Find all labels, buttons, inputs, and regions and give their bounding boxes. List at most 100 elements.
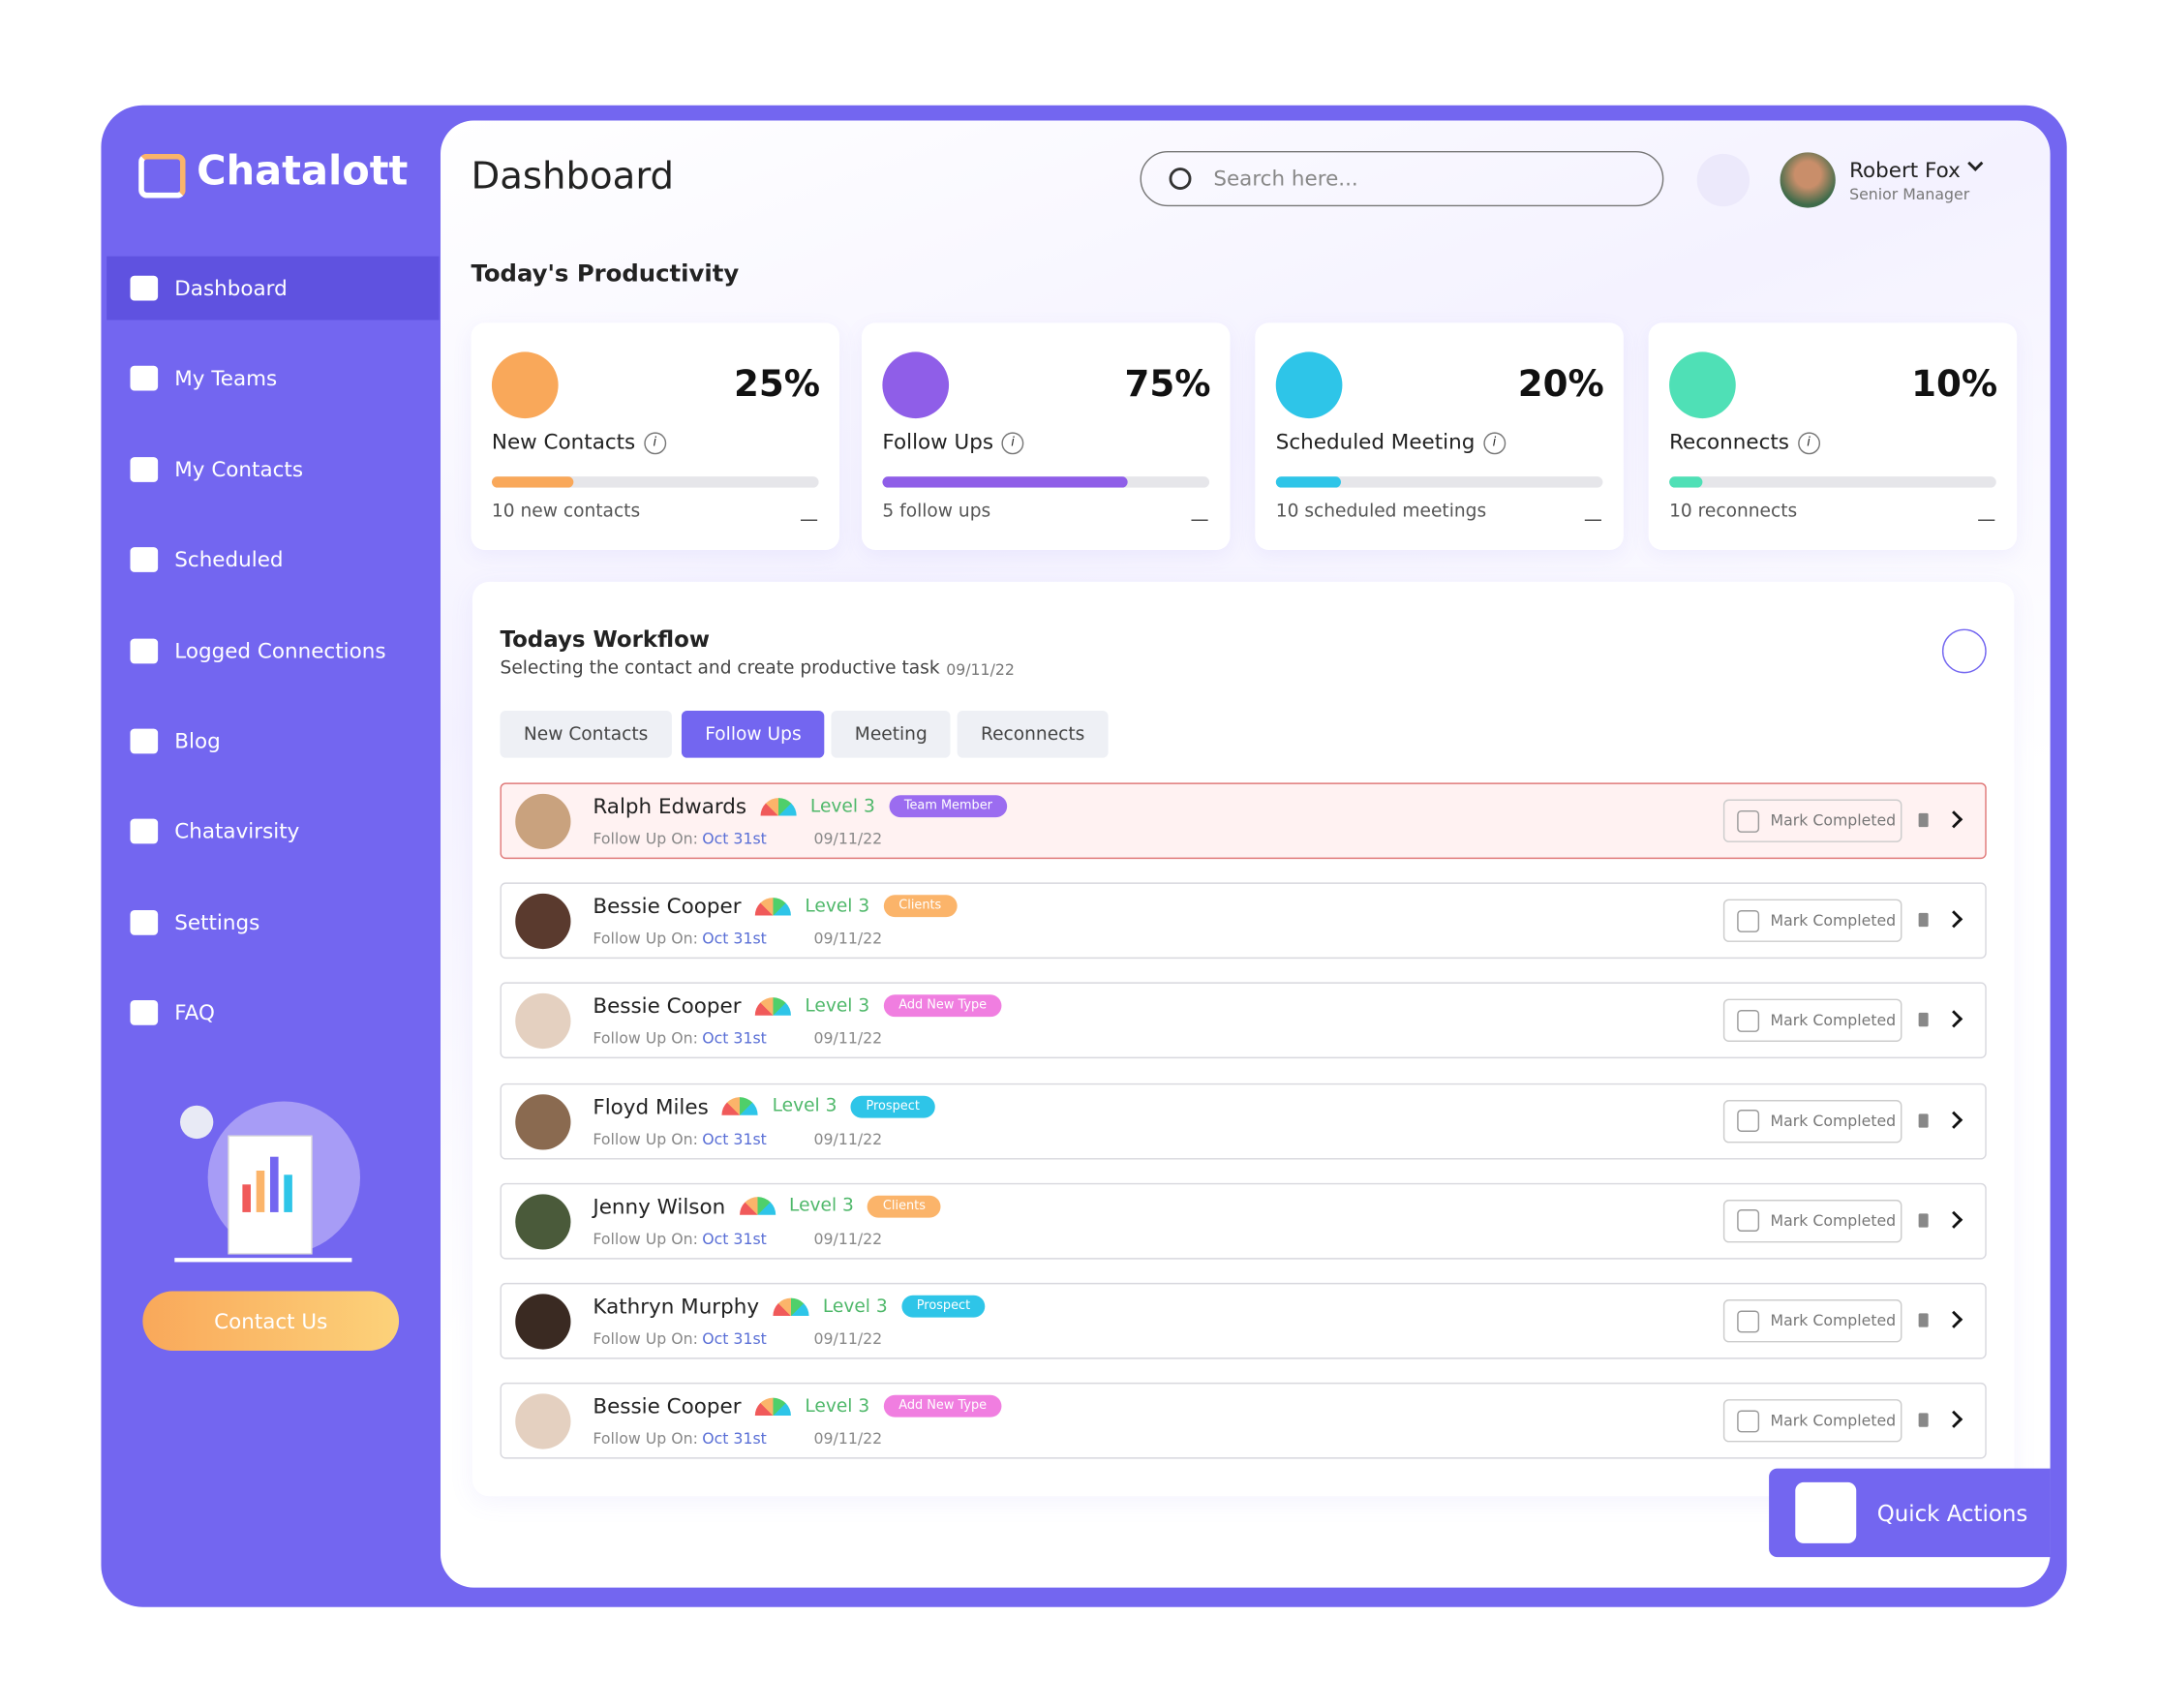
follow-date: Oct 31st (702, 1129, 767, 1148)
mark-completed[interactable]: Mark Completed (1722, 799, 1902, 842)
tab[interactable]: New Contacts (500, 710, 672, 758)
tag: Add New Type (883, 994, 1002, 1018)
row-bottom: Follow Up On: Oct 31st 09/11/22 (593, 1230, 882, 1248)
row-bottom: Follow Up On: Oct 31st 09/11/22 (593, 930, 882, 948)
row-date: 09/11/22 (813, 1029, 883, 1049)
filter-button[interactable] (1941, 628, 1987, 674)
nav-item[interactable]: FAQ (107, 981, 439, 1045)
workflow-title: Todays Workflow (500, 625, 710, 653)
delete-icon[interactable] (1918, 913, 1929, 928)
contact-button[interactable]: Contact Us (142, 1291, 400, 1352)
chevron[interactable] (1944, 910, 1963, 929)
info-icon[interactable]: i (1001, 432, 1024, 455)
workflow-row[interactable]: Kathryn Murphy Level 3 Prospect Follow Up O… (500, 1282, 1987, 1359)
chevron[interactable] (1944, 1010, 1963, 1028)
row-bottom: Follow Up On: Oct 31st 09/11/22 (593, 1130, 882, 1148)
follow-date: Oct 31st (702, 830, 767, 848)
workflow-row[interactable]: Ralph Edwards Level 3 Team Member Follow Up… (500, 782, 1987, 860)
nav-item[interactable]: My Contacts (107, 438, 439, 502)
tag: Team Member (889, 795, 1008, 818)
nav-item[interactable]: Blog (107, 710, 439, 774)
info-icon[interactable]: i (1482, 432, 1506, 455)
row-bottom: Follow Up On: Oct 31st 09/11/22 (593, 1430, 882, 1449)
contact-avatar (515, 894, 571, 950)
user-avatar[interactable] (1780, 152, 1836, 208)
mark-completed[interactable]: Mark Completed (1722, 1299, 1902, 1343)
chevron[interactable] (1944, 1210, 1963, 1229)
nav-label: Blog (174, 728, 221, 754)
contact-avatar (515, 1194, 571, 1250)
chevron[interactable] (1944, 1310, 1963, 1328)
contact-name: Jenny Wilson (593, 1194, 726, 1219)
workflow-row[interactable]: Bessie Cooper Level 3 Add New Type Follow U… (500, 982, 1987, 1059)
bar (256, 1171, 265, 1212)
progress-track (491, 476, 819, 488)
mark-completed[interactable]: Mark Completed (1722, 1199, 1902, 1243)
row-bottom: Follow Up On: Oct 31st 09/11/22 (593, 1030, 882, 1049)
nav-item[interactable]: Logged Connections (107, 619, 439, 683)
nav-item[interactable]: Chatavirsity (107, 800, 439, 864)
nav-item[interactable]: Dashboard (107, 256, 440, 320)
follow-label: Follow Up On: (593, 1429, 698, 1449)
row-date: 09/11/22 (813, 1129, 883, 1148)
row-date: 09/11/22 (813, 1329, 883, 1349)
follow-date: Oct 31st (702, 1329, 767, 1349)
edit-icon[interactable] (1978, 503, 1995, 521)
card-percent: 75% (1124, 364, 1211, 407)
mark-completed[interactable]: Mark Completed (1722, 899, 1902, 943)
nav-label: Scheduled (174, 547, 284, 573)
nav-item[interactable]: Settings (107, 891, 439, 955)
mark-completed[interactable]: Mark Completed (1722, 1099, 1902, 1143)
workflow-row[interactable]: Bessie Cooper Level 3 Clients Follow Up On:… (500, 882, 1987, 960)
quick-actions[interactable]: Quick Actions (1769, 1468, 2051, 1558)
edit-icon[interactable] (800, 503, 818, 521)
nav-icon (130, 366, 159, 392)
edit-icon[interactable] (1191, 503, 1208, 521)
level-gauge (773, 1296, 809, 1316)
level-gauge (739, 1197, 776, 1216)
search-box[interactable]: Search here... (1140, 150, 1664, 207)
workflow-panel: Todays Workflow Selecting the contact an… (472, 581, 2015, 1497)
workflow-row[interactable]: Jenny Wilson Level 3 Clients Follow Up On: O… (500, 1182, 1987, 1260)
tag: Prospect (850, 1095, 935, 1118)
tab[interactable]: Follow Ups (681, 710, 825, 758)
user-name[interactable]: Robert Fox (1849, 158, 1961, 183)
contact-name: Bessie Cooper (593, 993, 742, 1020)
page-title: Dashboard (471, 155, 675, 198)
level-gauge (754, 1397, 792, 1416)
level: Level 3 (809, 795, 875, 817)
tab[interactable]: Reconnects (957, 710, 1109, 758)
bar (270, 1156, 279, 1212)
info-icon[interactable]: i (643, 432, 666, 455)
workflow-row[interactable]: Floyd Miles Level 3 Prospect Follow Up On: O… (500, 1083, 1987, 1159)
nav-item[interactable]: Scheduled (107, 528, 439, 592)
row-bottom: Follow Up On: Oct 31st 09/11/22 (593, 830, 882, 848)
notification-bell[interactable] (1696, 153, 1750, 207)
delete-icon[interactable] (1918, 812, 1929, 828)
mark-completed[interactable]: Mark Completed (1722, 1399, 1902, 1443)
tag: Add New Type (883, 1395, 1002, 1418)
card-label: Reconnects (1669, 429, 1789, 455)
contact-name: Bessie Cooper (593, 894, 742, 919)
delete-icon[interactable] (1918, 1313, 1929, 1327)
chevron[interactable] (1944, 810, 1963, 829)
follow-date: Oct 31st (702, 1230, 767, 1248)
nav-item[interactable]: My Teams (107, 347, 439, 411)
info-icon[interactable]: i (1797, 432, 1820, 455)
follow-date: Oct 31st (702, 930, 767, 948)
edit-icon[interactable] (1584, 503, 1601, 521)
mark-completed[interactable]: Mark Completed (1722, 999, 1902, 1043)
chevron[interactable] (1944, 1410, 1963, 1429)
delete-icon[interactable] (1918, 1013, 1929, 1027)
workflow-row[interactable]: Bessie Cooper Level 3 Add New Type Follow U… (500, 1383, 1987, 1459)
chevron[interactable] (1944, 1111, 1963, 1129)
delete-icon[interactable] (1918, 1413, 1929, 1427)
stat-card: 20% Scheduled Meeting i 10 scheduled meetin… (1255, 322, 1624, 551)
checkbox (1737, 1009, 1760, 1032)
tab[interactable]: Meeting (831, 710, 952, 758)
delete-icon[interactable] (1918, 1113, 1929, 1128)
card-note: 5 follow ups (882, 501, 991, 523)
card-label: Follow Ups (882, 429, 994, 455)
delete-icon[interactable] (1918, 1213, 1929, 1228)
follow-label: Follow Up On: (593, 930, 698, 948)
